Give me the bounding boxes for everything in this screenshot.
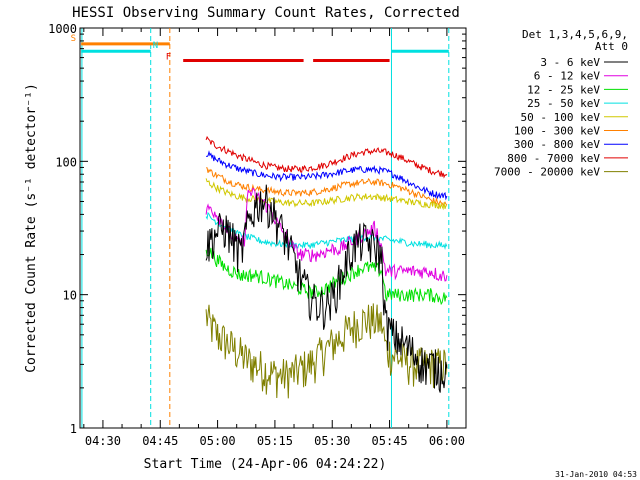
flag-label-s: S: [71, 34, 76, 44]
chart-title: HESSI Observing Summary Count Rates, Cor…: [72, 5, 460, 21]
series-line-12-25-kev: [205, 247, 448, 306]
series-line-50-100-kev: [205, 178, 447, 211]
x-axis-label: Start Time (24-Apr-06 04:24:22): [144, 457, 387, 472]
x-tick-label: 05:15: [257, 434, 293, 448]
series-lines: [205, 135, 448, 399]
legend-label-25-50-kev: 25 - 50 keV: [527, 97, 600, 110]
y-tick-label: 1000: [48, 22, 77, 36]
y-tick-label: 1: [70, 422, 77, 436]
legend-header-line-0: Det 1,3,4,5,6,9,: [522, 28, 628, 41]
series-line-100-300-kev: [206, 167, 448, 207]
timestamp: 31-Jan-2010 04:53: [555, 470, 637, 479]
legend-label-7000-20000-kev: 7000 - 20000 keV: [494, 166, 600, 179]
flag-label-f: F: [166, 53, 171, 63]
x-tick-label: 05:00: [200, 434, 236, 448]
legend-label-6-12-kev: 6 - 12 keV: [534, 70, 601, 83]
legend-label-800-7000-kev: 800 - 7000 keV: [507, 152, 600, 165]
y-tick-label: 100: [55, 155, 77, 169]
flag-bars: S NF: [71, 34, 449, 63]
series-line-800-7000-kev: [205, 135, 448, 179]
legend-label-300-800-kev: 300 - 800 keV: [514, 138, 600, 151]
x-tick-label: 04:45: [142, 434, 178, 448]
legend-header-line-1: Att 0: [595, 40, 628, 53]
y-axis-label: Corrected Count Rate (s⁻¹ detector⁻¹): [24, 83, 39, 373]
axis-ticks: 04:30 04:45 05:00 05:15 05:30 05:45 06:00 1 10 10…: [48, 22, 467, 448]
x-tick-label: 04:30: [85, 434, 121, 448]
x-tick-label: 05:45: [372, 434, 408, 448]
plot-frame: [79, 27, 467, 429]
flag-label-n: N: [153, 41, 158, 51]
series-line-3-6-kev: [205, 184, 448, 393]
series-line-25-50-kev: [205, 211, 448, 251]
series-line-300-800-kev: [206, 150, 448, 201]
legend-label-50-100-kev: 50 - 100 keV: [521, 111, 601, 124]
x-tick-label: 06:00: [429, 434, 465, 448]
y-tick-label: 10: [63, 289, 77, 303]
legend-label-100-300-kev: 100 - 300 keV: [514, 125, 600, 138]
series-line-6-12-kev: [205, 187, 448, 282]
legend-label-12-25-kev: 12 - 25 keV: [527, 83, 600, 96]
series-line-7000-20000-kev: [205, 303, 448, 399]
legend-label-3-6-kev: 3 - 6 keV: [540, 56, 600, 69]
vertical-markers: [81, 28, 450, 428]
x-tick-label: 05:30: [314, 434, 350, 448]
